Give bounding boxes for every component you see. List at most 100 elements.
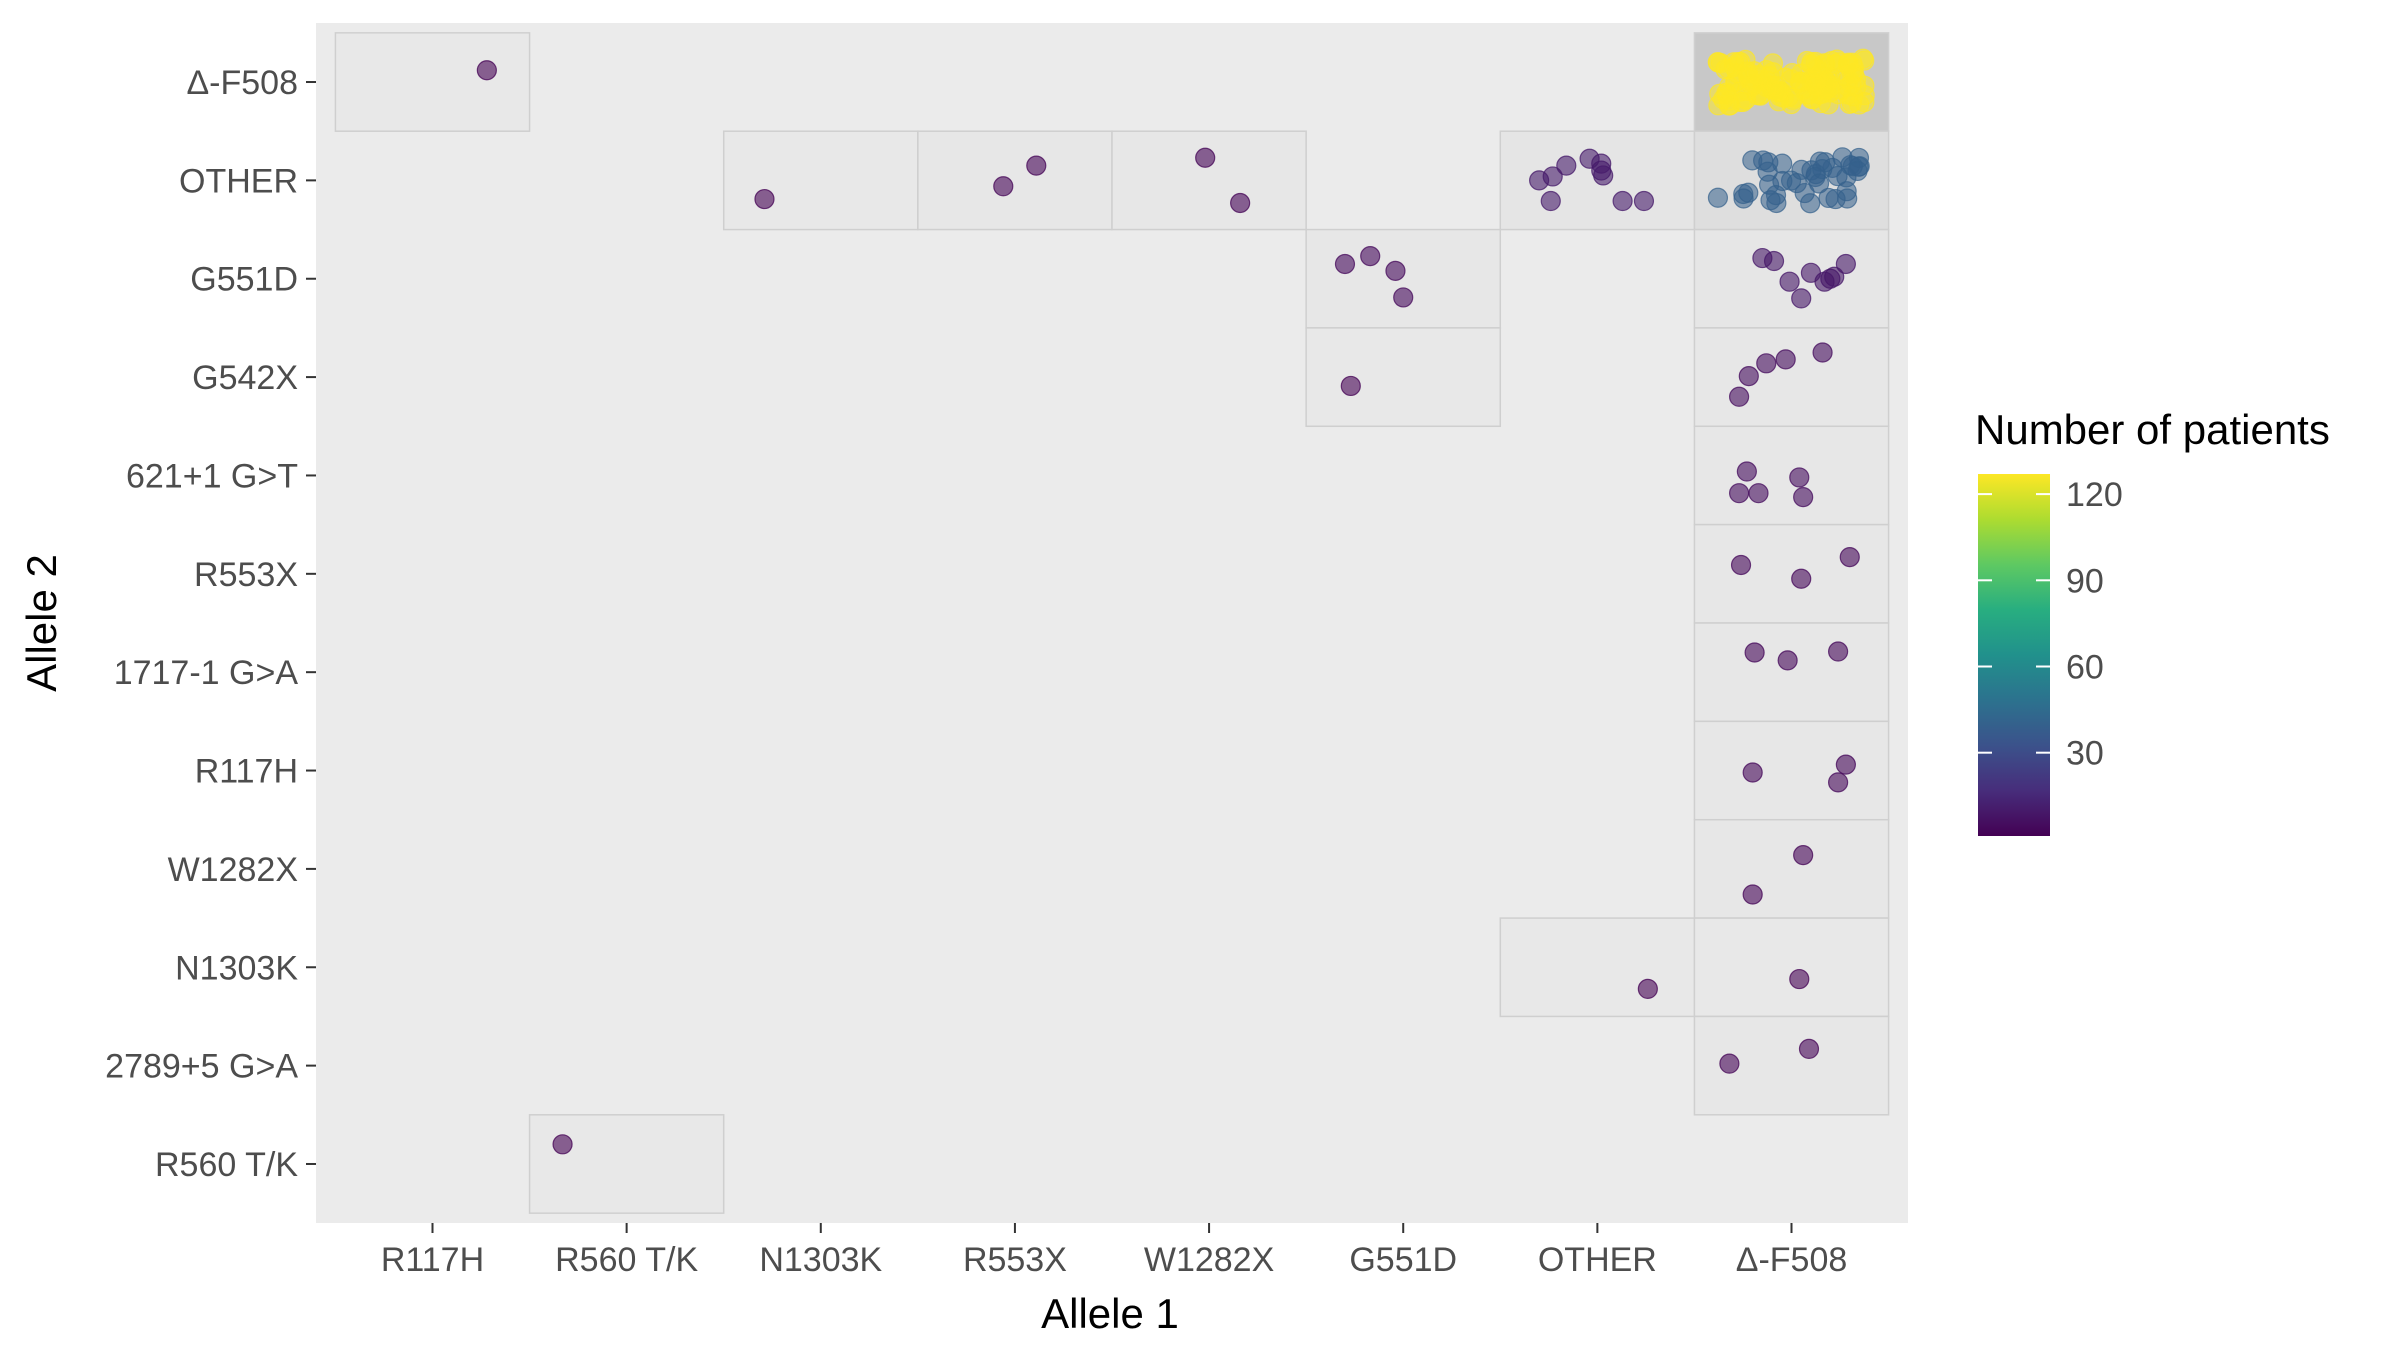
point-r117h-f508-0 [476,60,497,81]
point-f508-f508-83 [1853,48,1874,69]
point-f508-1717-1-g-a-46 [1828,641,1849,662]
point-g551d-g551d-19 [1385,260,1406,281]
y-tick-label: R560 T/K [155,1146,298,1184]
point-f508-r117h-48 [1835,754,1856,775]
point-f508-f508-117 [1730,51,1751,73]
point-f508-other-38 [1827,165,1848,187]
point-g551d-g551d-18 [1360,246,1381,267]
point-f508-1717-1-g-a-45 [1777,650,1798,671]
tile-n1303k-other [722,130,919,231]
point-other-other-8 [1542,166,1563,187]
point-f508-n1303k-53 [1789,968,1810,990]
point-f508-621-1-g-t-39 [1748,483,1769,504]
point-other-other-9 [1556,155,1577,176]
point-w1282x-other-5 [1195,147,1216,168]
tile-f508-r553x [1693,523,1890,624]
x-tick-label: R560 T/K [555,1241,698,1279]
point-f508-2789-5-g-a-54 [1798,1038,1820,1060]
legend-title: Number of patients [1975,406,2330,453]
point-f508-g542x-33 [1775,349,1796,370]
tile-f508-1717-1-g-a [1693,622,1890,723]
point-f508-other-39 [1818,187,1839,209]
tile-r553x-other [917,130,1113,231]
point-f508-r553x-43 [1839,546,1860,568]
point-f508-g542x-34 [1812,342,1833,363]
y-tick-label: 1717-1 G>A [114,654,299,692]
x-axis-title: Allele 1 [1041,1290,1179,1337]
tile-layer [334,32,1890,1214]
point-f508-f508-125 [1708,95,1729,116]
point-f508-2789-5-g-a-55 [1719,1053,1740,1074]
tile-r117h-f508 [334,32,531,132]
point-f508-f508-122 [1789,72,1810,94]
point-g551d-g542x-21 [1340,375,1361,397]
point-other-other-13 [1591,160,1612,181]
point-f508-r117h-47 [1742,762,1763,783]
point-f508-1717-1-g-a-44 [1744,642,1765,663]
legend-tick-label: 30 [2066,735,2104,773]
point-f508-f508-113 [1807,58,1828,80]
point-other-other-16 [1633,190,1655,212]
tile-g551d-g551d [1305,228,1502,329]
tile-f508-w1282x [1693,818,1890,919]
point-f508-g551d-28 [1835,253,1856,275]
point-f508-621-1-g-t-40 [1793,486,1814,508]
tile-f508-r117h [1693,720,1890,821]
point-w1282x-other-6 [1230,192,1251,214]
tile-w1282x-other [1111,130,1307,231]
y-tick-label: W1282X [168,851,298,889]
point-f508-other-31 [1707,187,1729,208]
point-f508-r553x-41 [1730,554,1752,576]
tile-r560-t-k-r560-t-k [528,1114,725,1214]
point-f508-621-1-g-t-37 [1789,467,1810,488]
point-f508-f508-121 [1747,64,1769,86]
point-other-other-14 [1540,190,1561,212]
legend: Number of patients 120 90 60 30 [1975,406,2330,836]
point-f508-f508-126 [1768,91,1789,112]
point-f508-g551d-29 [1779,271,1800,292]
point-f508-g551d-27 [1824,266,1845,287]
y-tick-label: G542X [192,359,298,397]
x-tick-label: R117H [381,1241,484,1279]
point-f508-r117h-49 [1828,772,1849,793]
point-f508-f508-94 [1818,94,1839,115]
x-axis: R117H R560 T/K N1303K R553X W1282X G551D OTHER… [381,1223,1847,1279]
point-f508-other-36 [1733,188,1754,209]
point-f508-g542x-31 [1738,366,1759,387]
x-tick-label: OTHER [1538,1241,1657,1279]
x-tick-label: W1282X [1144,1241,1274,1279]
x-tick-label: N1303K [759,1241,882,1279]
legend-ticks: 120 90 60 30 [1978,476,2123,773]
tile-other-n1303k [1499,917,1696,1018]
point-n1303k-other-2 [754,188,775,210]
y-tick-label: 2789+5 G>A [105,1048,298,1086]
point-f508-g551d-23 [1763,250,1785,272]
y-tick-label: 621+1 G>T [126,457,298,495]
y-axis: Δ-F508 OTHER G551D G542X 621+1 G>T R553X 1717-… [105,64,316,1184]
point-f508-other-33 [1809,151,1831,172]
x-tick-label: Δ-F508 [1736,1241,1848,1279]
legend-tick-label: 120 [2066,476,2123,514]
y-tick-label: Δ-F508 [186,64,298,102]
x-tick-label: G551D [1349,1241,1457,1279]
tile-f508-n1303k [1693,917,1890,1018]
legend-colorbar [1978,474,2050,836]
tile-f508-g542x [1693,327,1890,428]
point-f508-g551d-30 [1791,288,1812,309]
y-tick-label: N1303K [175,949,298,987]
point-f508-g542x-32 [1756,353,1777,374]
point-other-n1303k-52 [1637,978,1658,1000]
point-f508-621-1-g-t-38 [1728,483,1750,504]
point-f508-f508-123 [1854,91,1875,113]
point-f508-r553x-42 [1791,568,1812,589]
point-f508-g542x-35 [1728,386,1750,407]
point-f508-621-1-g-t-36 [1736,461,1757,482]
point-f508-other-35 [1847,160,1868,182]
legend-tick-label: 90 [2066,562,2104,600]
y-tick-label: OTHER [179,162,298,200]
point-r553x-other-3 [993,176,1014,197]
legend-tick-label: 60 [2066,648,2104,686]
point-f508-f508-101 [1841,63,1863,84]
point-f508-f508-120 [1732,91,1753,113]
